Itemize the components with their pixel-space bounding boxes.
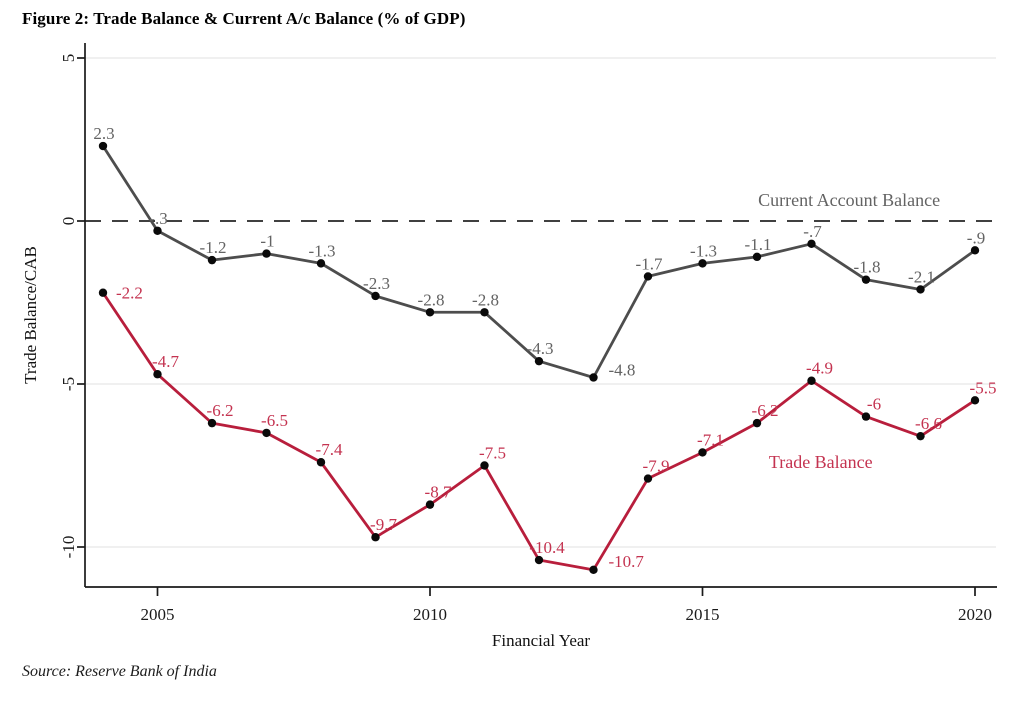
- current-account-balance-point: [480, 308, 489, 317]
- current-account-balance-point: [534, 356, 544, 366]
- current-account-balance-point-label: -1.3: [309, 241, 336, 260]
- trade-balance-point: [861, 412, 871, 421]
- trade-balance-point: [153, 370, 162, 379]
- trade-balance-point: [262, 428, 271, 438]
- y-tick-label: 5: [59, 54, 78, 63]
- x-tick-label: 2015: [686, 605, 720, 624]
- trade-balance-point-label: -6.6: [915, 414, 942, 433]
- x-tick-label: 2005: [141, 605, 175, 624]
- current-account-balance-point-label: 2.3: [93, 124, 114, 143]
- trade-balance-point-label: -10.4: [529, 538, 565, 557]
- x-axis-title: Financial Year: [492, 631, 591, 650]
- current-account-balance-point-label: -2.8: [418, 290, 445, 309]
- source-note: Source: Reserve Bank of India: [22, 663, 217, 680]
- current-account-balance-point: [752, 252, 762, 262]
- current-account-balance-point-label: -4.8: [609, 360, 636, 379]
- trade-balance-point-label: -7.4: [316, 440, 343, 459]
- trade-balance-point-label: -5.5: [970, 378, 997, 397]
- trade-balance-point-label: -8.7: [425, 483, 452, 502]
- trade-balance-point: [698, 448, 707, 457]
- trade-balance-point: [98, 288, 108, 297]
- trade-balance-point: [752, 418, 762, 428]
- y-axis-title: Trade Balance/CAB: [21, 246, 40, 384]
- current-account-balance-point-label: -2.1: [908, 267, 935, 286]
- trade-balance-point: [480, 461, 489, 470]
- trade-balance-point-label: -6: [867, 395, 881, 414]
- current-account-balance-point: [916, 285, 925, 294]
- trade-balance-point-label: -10.7: [609, 552, 645, 571]
- trade-balance-point: [970, 396, 980, 405]
- trade-balance-point-label: -6.2: [752, 401, 779, 420]
- current-account-balance-point: [153, 226, 162, 235]
- trade-balance-point-label: -9.7: [370, 515, 397, 534]
- current-account-balance-point: [643, 272, 653, 281]
- current-account-balance-point: [316, 259, 326, 268]
- trade-balance-point: [807, 376, 816, 385]
- trade-balance-point: [643, 474, 653, 483]
- trade-balance-point: [371, 533, 380, 542]
- figure-title: Figure 2: Trade Balance & Current A/c Ba…: [22, 9, 466, 28]
- current-account-balance-point-label: -.7: [803, 222, 822, 241]
- current-account-balance-point: [262, 249, 271, 258]
- current-account-balance-point-label: -2.8: [472, 290, 499, 309]
- trade-balance-line: [101, 291, 976, 572]
- current-account-balance-point-label: -.9: [967, 228, 985, 247]
- current-account-balance-point-label: -1.1: [745, 235, 772, 254]
- current-account-balance-point-label: -1.8: [854, 258, 881, 277]
- trade-balance-point-label: -6.2: [207, 401, 234, 420]
- current-account-balance-point: [861, 275, 871, 284]
- current-account-balance-point: [98, 141, 108, 151]
- current-account-balance-point-label: -1.3: [690, 241, 717, 260]
- trade-balance-point-label: -4.7: [152, 352, 179, 371]
- x-tick-label: 2020: [958, 605, 992, 624]
- current-account-balance-point-label: -4.3: [527, 339, 554, 358]
- y-tick-label: -5: [59, 377, 78, 391]
- trade-balance-point: [534, 555, 544, 565]
- y-tick-label: 0: [59, 217, 78, 226]
- current-account-balance-point: [207, 255, 217, 265]
- current-account-balance-point-label: -1.7: [636, 254, 663, 273]
- x-tick-label: 2010: [413, 605, 447, 624]
- trade-balance-point: [425, 500, 435, 509]
- trade-balance-point-label: -6.5: [261, 411, 288, 430]
- current-account-balance-point-label: -.3: [149, 209, 167, 228]
- trade-balance-point-label: -7.1: [697, 430, 724, 449]
- current-account-balance-point: [698, 259, 707, 268]
- trade-balance-point: [316, 458, 326, 467]
- current-account-balance-point: [589, 373, 598, 382]
- trade-balance-point: [916, 431, 925, 441]
- current-account-balance-point: [371, 291, 380, 301]
- trade-balance-point-label: -7.9: [643, 457, 670, 476]
- current-account-balance-point-label: -1: [260, 232, 274, 251]
- trade-balance-point-label: -2.2: [116, 284, 143, 303]
- current-account-balance-point: [807, 239, 816, 249]
- current-account-balance-point: [970, 246, 980, 255]
- trade-balance-point: [589, 565, 598, 575]
- trade-balance-point-label: -7.5: [479, 444, 506, 463]
- trade-balance-point-label: -4.9: [806, 359, 833, 378]
- current-account-balance-point: [425, 308, 435, 317]
- current-account-balance-point-label: -2.3: [363, 274, 390, 293]
- current-account-balance-point-label: -1.2: [200, 238, 227, 257]
- current-account-balance-series-label: Current Account Balance: [758, 190, 940, 210]
- trade-balance-point: [207, 418, 217, 428]
- trade-balance-series-label: Trade Balance: [769, 452, 873, 472]
- y-tick-label: -10: [59, 536, 78, 559]
